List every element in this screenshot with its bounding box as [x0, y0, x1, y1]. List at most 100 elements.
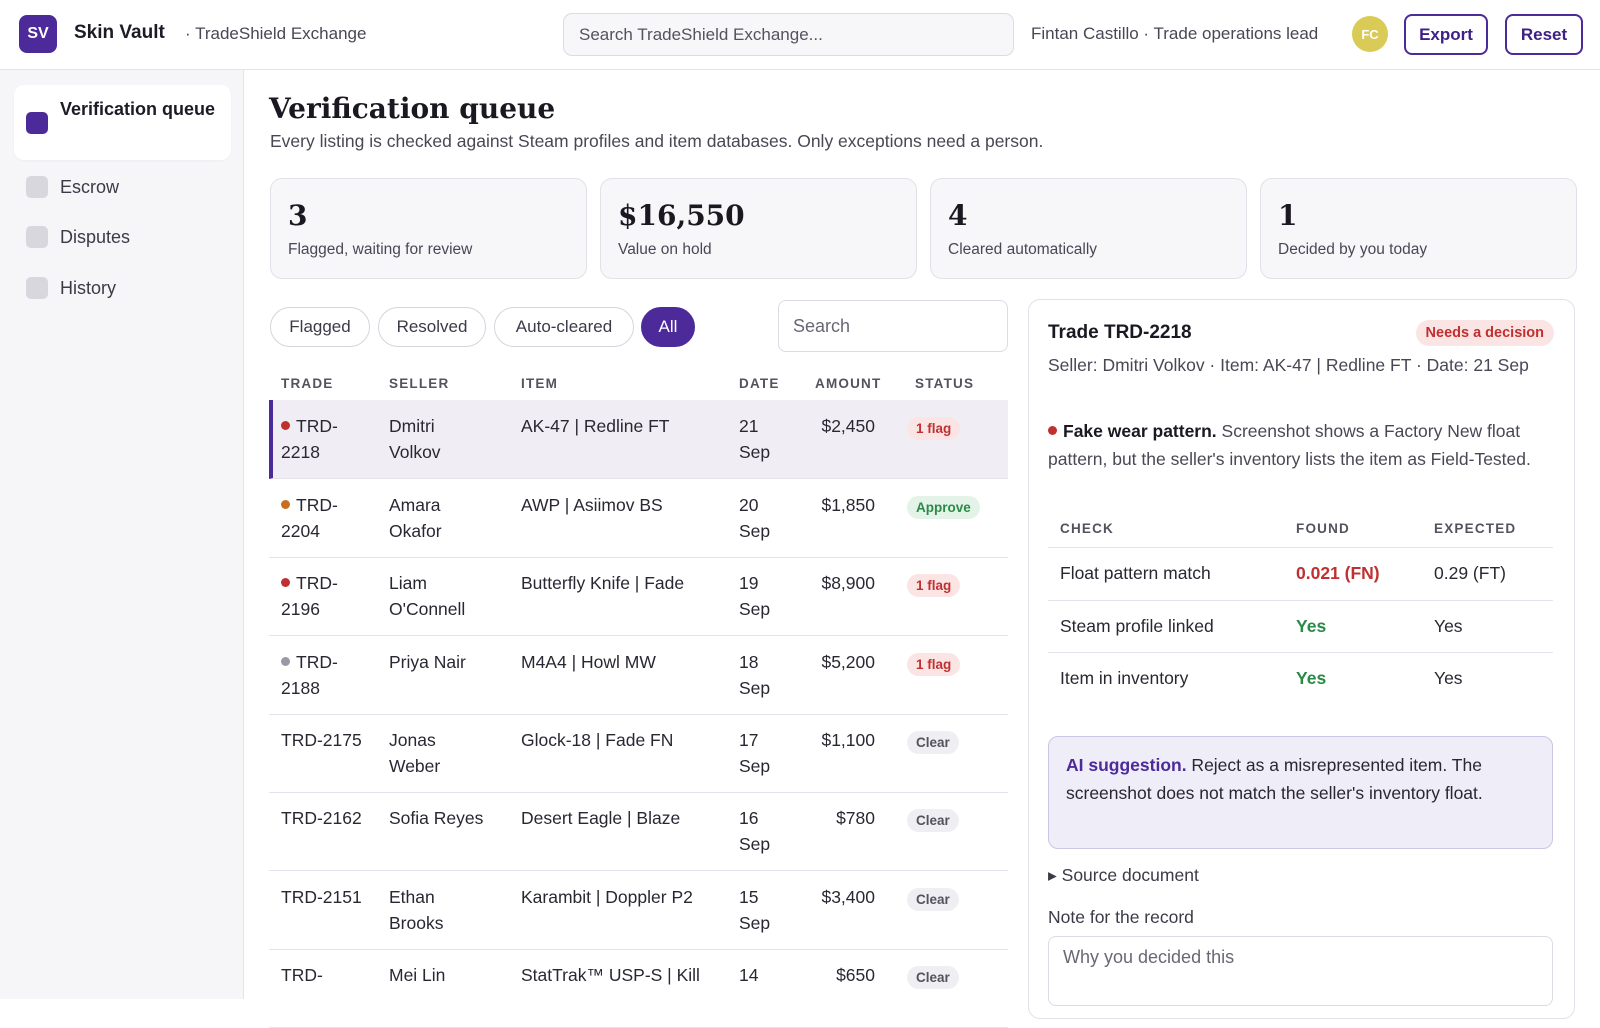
status-dot-icon [281, 578, 290, 587]
column-header[interactable]: STATUS [915, 376, 975, 391]
table-row[interactable]: TRD-2204 Amara Okafor AWP | Asiimov BS 20 S… [269, 479, 1008, 558]
avatar[interactable]: FC [1352, 16, 1388, 52]
seller-name: Ethan Brooks [389, 887, 444, 933]
finding-title: Fake wear pattern. [1063, 421, 1217, 441]
stat-label: Cleared automatically [948, 241, 1098, 258]
trade-date: 21 Sep [739, 416, 771, 462]
sidebar-item-label: Escrow [60, 177, 120, 197]
filter-flagged[interactable]: Flagged [270, 307, 370, 347]
trade-id-text: TRD-2188 [281, 652, 338, 698]
column-header[interactable]: DATE [739, 376, 780, 391]
sidebar: Verification queue Escrow Disputes Histo… [0, 70, 244, 999]
status-dot-icon [281, 657, 290, 666]
queue-icon [26, 112, 48, 134]
global-search-input[interactable] [563, 13, 1014, 56]
reset-button[interactable]: Reset [1505, 14, 1583, 55]
app-name: Skin Vault [74, 22, 165, 43]
trade-id: TRD-2196 [281, 570, 361, 622]
page-title: Verification queue [269, 92, 556, 125]
trade-id: TRD-2162 [281, 805, 381, 831]
page-subtitle: Every listing is checked against Steam p… [270, 131, 1044, 151]
status-badge: Clear [907, 966, 959, 989]
trade-amount: $3,400 [821, 887, 875, 907]
trade-id-text: TRD-2175 [281, 730, 362, 750]
filter-auto-cleared[interactable]: Auto-cleared [494, 307, 634, 347]
escrow-icon [26, 176, 48, 198]
sidebar-item-verification-queue[interactable]: Verification queue [14, 85, 231, 160]
trade-id: TRD-2204 [281, 492, 361, 544]
trade-date: 17 Sep [739, 730, 771, 776]
ai-suggestion: AI suggestion. Reject as a misrepresente… [1048, 736, 1553, 849]
item-name: StatTrak™ USP-S | Kill [521, 965, 700, 985]
trade-id-text: TRD-2218 [281, 416, 338, 462]
trade-date: 16 Sep [739, 808, 771, 854]
check-found: 0.021 (FN) [1296, 563, 1380, 583]
trade-id-text: TRD-2204 [281, 495, 338, 541]
column-header[interactable]: SELLER [389, 376, 450, 391]
stat-value: 1 [1278, 199, 1298, 232]
check-name: Item in inventory [1060, 668, 1189, 688]
status-dot-icon [281, 500, 290, 509]
status-badge: Approve [907, 496, 980, 519]
ai-suggestion-title: AI suggestion. [1066, 755, 1187, 775]
status-badge: Clear [907, 809, 959, 832]
check-name: Float pattern match [1060, 563, 1211, 583]
column-header: EXPECTED [1434, 521, 1517, 536]
sidebar-item-label: Verification queue [60, 99, 216, 119]
check-found: Yes [1296, 616, 1327, 636]
trade-amount: $5,200 [821, 652, 875, 672]
sidebar-item-disputes[interactable]: Disputes [14, 217, 231, 257]
table-row[interactable]: TRD-2162 Sofia Reyes Desert Eagle | Blaze 1… [269, 792, 1008, 871]
item-name: Desert Eagle | Blaze [521, 808, 681, 828]
item-name: M4A4 | Howl MW [521, 652, 656, 672]
stat-card-cleared: 4 Cleared automatically [930, 178, 1247, 279]
stat-label: Decided by you today [1278, 241, 1428, 258]
status-badge: Clear [907, 731, 959, 754]
trade-id-text: TRD-2196 [281, 573, 338, 619]
stat-value: 3 [288, 199, 308, 232]
user-name-role: Fintan Castillo · Trade operations lead [1031, 24, 1319, 43]
stat-label: Value on hold [618, 241, 712, 258]
export-button[interactable]: Export [1404, 14, 1488, 55]
trade-detail-panel: Trade TRD-2218 Needs a decision Seller: … [1028, 299, 1575, 1019]
status-badge: Clear [907, 888, 959, 911]
trade-amount: $1,850 [821, 495, 875, 515]
table-row[interactable]: TRD-2196 Liam O'Connell Butterfly Knife | … [269, 557, 1008, 636]
table-row[interactable]: TRD-2218 Dmitri Volkov AK-47 | Redline FT 2… [269, 400, 1008, 479]
column-header[interactable]: TRADE [281, 376, 334, 391]
trade-date: 14 [739, 965, 759, 985]
column-header: FOUND [1296, 521, 1350, 536]
check-expected: Yes [1434, 668, 1463, 688]
source-document-toggle[interactable]: ▸ Source document [1048, 865, 1199, 885]
list-search-input[interactable] [778, 300, 1008, 352]
seller-name: Sofia Reyes [389, 808, 484, 828]
app-logo[interactable]: SV [19, 15, 57, 53]
ai-suggestion-text: Reject as a misrepresented item. The scr… [1066, 755, 1483, 803]
note-input[interactable] [1048, 936, 1553, 1006]
trade-date: 15 Sep [739, 887, 771, 933]
table-row[interactable]: TRD-2175 Jonas Weber Glock-18 | Fade FN 17 … [269, 714, 1008, 793]
filter-all[interactable]: All [641, 307, 695, 347]
column-header: CHECK [1060, 521, 1115, 536]
detail-title: Trade TRD-2218 [1048, 322, 1192, 343]
column-header[interactable]: ITEM [521, 376, 559, 391]
item-name: Butterfly Knife | Fade [521, 573, 685, 593]
table-row[interactable]: TRD-2151 Ethan Brooks Karambit | Doppler P… [269, 871, 1008, 950]
trade-amount: $780 [836, 808, 875, 828]
trade-id: TRD-2188 [281, 649, 361, 701]
column-header[interactable]: AMOUNT [815, 376, 882, 391]
trade-amount: $1,100 [821, 730, 875, 750]
flag-dot-icon [1048, 426, 1057, 435]
table-row[interactable]: TRD- Mei Lin StatTrak™ USP-S | Kill 14 $650 C… [269, 949, 1008, 1028]
sidebar-item-history[interactable]: History [14, 267, 231, 307]
status-badge: Needs a decision [1415, 320, 1554, 346]
filter-resolved[interactable]: Resolved [378, 307, 486, 347]
trade-amount: $650 [836, 965, 875, 985]
trade-id: TRD-2151 [281, 884, 381, 910]
trade-date: 18 Sep [739, 652, 771, 698]
check-row: Item in inventory Yes Yes [1048, 652, 1553, 705]
table-row[interactable]: TRD-2188 Priya Nair M4A4 | Howl MW 18 Sep $5… [269, 636, 1008, 715]
sidebar-item-escrow[interactable]: Escrow [14, 167, 231, 207]
trade-id: TRD- [281, 962, 381, 988]
trade-date: 19 Sep [739, 573, 771, 619]
